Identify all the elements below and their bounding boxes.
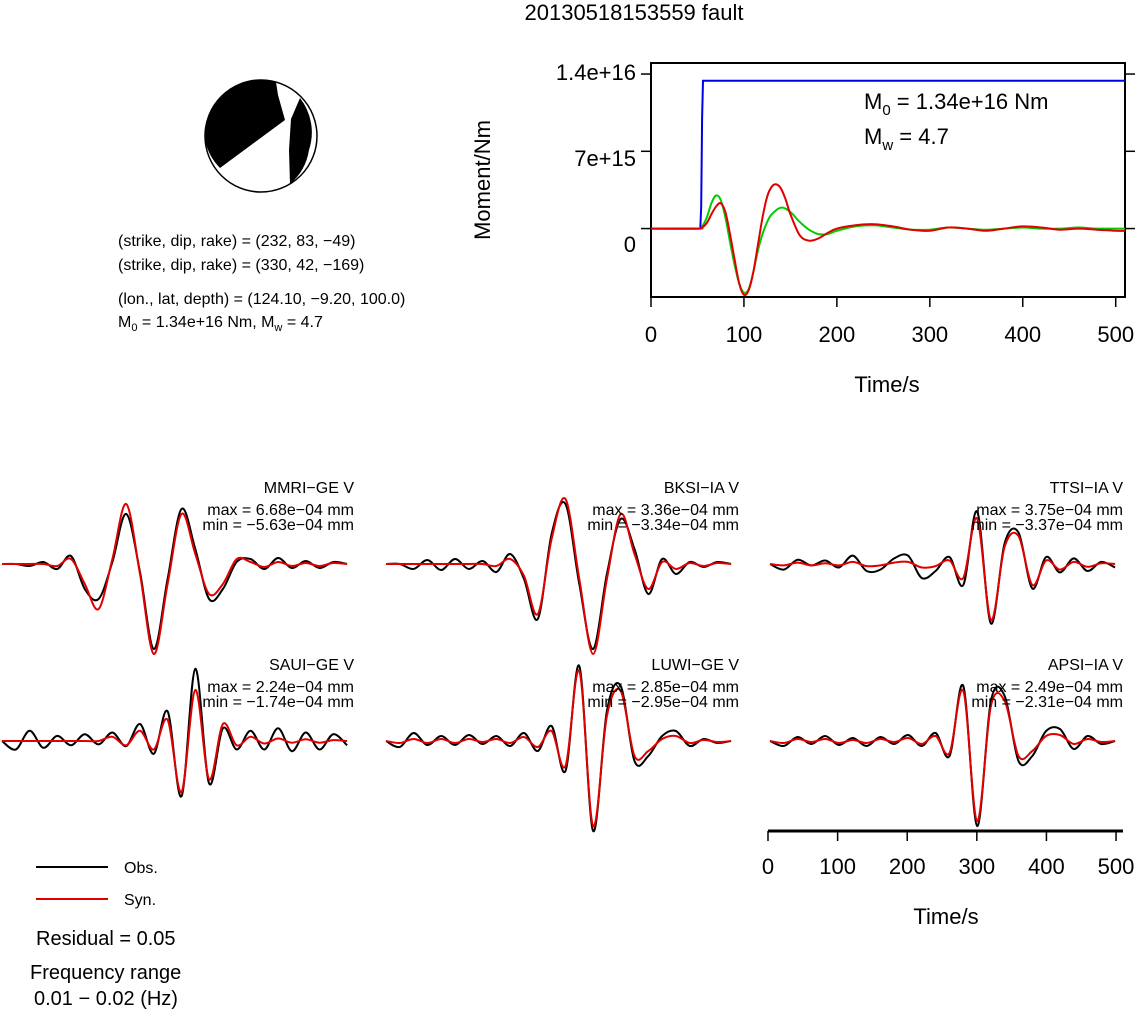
mechanism-line-3: (lon., lat, depth) = (124.10, −9.20, 100… [118,291,405,308]
waveform-traces [385,497,732,656]
waveform-traces [1,502,348,656]
station-min: min = −2.31e−04 mm [971,694,1123,711]
beachball-icon [204,79,318,193]
moment-annot-mw: Mw = 4.7 [864,124,949,154]
station-panel-ttsi: TTSI−IA V max = 3.75e−04 mm min = −3.37e… [769,480,1124,625]
synthetic-trace [769,517,1116,622]
station-min: min = −3.37e−04 mm [971,517,1123,534]
synthetic-trace [1,502,348,656]
moment-xtick-label: 0 [645,322,657,347]
waveform-xtick-label: 0 [762,854,774,879]
frequency-range-value: 0.01 − 0.02 (Hz) [34,988,178,1009]
observed-trace [769,510,1116,625]
station-name: LUWI−GE V [651,657,739,674]
mechanism-line-1: (strike, dip, rake) = (232, 83, −49) [118,233,355,250]
station-name: MMRI−GE V [264,480,355,497]
moment-rate-green-line [650,194,1125,294]
synthetic-trace [385,669,732,828]
waveform-axis-tick-labels: 0 100 200 300 400 500 [762,854,1135,879]
station-name: BKSI−IA V [664,480,739,497]
moment-xtick-label: 500 [1097,322,1134,347]
waveform-traces [769,683,1116,828]
moment-rate-red-line [650,183,1126,297]
moment-axis-ticks [641,73,1135,307]
station-min: min = −1.74e−04 mm [202,694,354,711]
moment-ytick-0: 1.4e+16 [556,60,636,85]
moment-xtick-labels: 0 100 200 300 400 500 [645,322,1134,347]
station-max: max = 2.85e−04 mm [592,679,739,696]
waveform-xtick-label: 200 [889,854,926,879]
moment-ylabel: Moment/Nm [470,120,495,240]
waveform-xtick-label: 300 [958,854,995,879]
station-max: max = 2.24e−04 mm [207,679,354,696]
station-panel-bksi: BKSI−IA V max = 3.36e−04 mm min = −3.34e… [385,480,739,656]
station-panel-saui: SAUI−GE V max = 2.24e−04 mm min = −1.74e… [1,657,354,798]
waveform-time-axis: 0 100 200 300 400 500 Time/s [762,829,1135,929]
waveform-traces [769,510,1116,625]
moment-xtick-label: 200 [819,322,856,347]
synthetic-trace [385,497,732,656]
station-min: min = −5.63e−04 mm [202,517,354,534]
station-name: TTSI−IA V [1050,480,1124,497]
figure-title: 20130518153559 fault [525,0,744,25]
observed-trace [385,664,732,833]
moment-annot-m0: M0 = 1.34e+16 Nm [864,89,1048,119]
mechanism-line-2: (strike, dip, rake) = (330, 42, −169) [118,257,364,274]
waveform-xtick-label: 500 [1098,854,1135,879]
moment-xtick-label: 300 [911,322,948,347]
waveform-xlabel: Time/s [913,904,978,929]
station-max: max = 3.36e−04 mm [592,502,739,519]
station-panel-luwi: LUWI−GE V max = 2.85e−04 mm min = −2.95e… [385,657,739,833]
moment-xtick-label: 400 [1004,322,1041,347]
waveform-traces [1,667,348,798]
waveform-xtick-label: 100 [819,854,856,879]
synthetic-trace [769,688,1116,823]
waveform-xtick-label: 400 [1028,854,1065,879]
moment-ytick-2: 0 [624,232,636,257]
mechanism-line-4: M0 = 1.34e+16 Nm, Mw = 4.7 [118,314,323,334]
synthetic-trace [2,688,348,794]
station-min: min = −3.34e−04 mm [587,517,739,534]
observed-trace [769,683,1116,828]
legend: Obs. Syn. Residual = 0.05 Frequency rang… [30,860,181,1009]
station-max: max = 3.75e−04 mm [976,502,1123,519]
moment-plot: 1.4e+16 7e+15 0 Moment/Nm 0 100 200 300 400 5… [470,60,1135,397]
legend-syn-label: Syn. [124,892,156,909]
station-name: SAUI−GE V [269,657,354,674]
station-name: APSI−IA V [1048,657,1123,674]
moment-xtick-label: 100 [726,322,763,347]
legend-obs-label: Obs. [124,860,158,877]
station-panel-apsi: APSI−IA V max = 2.49e−04 mm min = −2.31e… [769,657,1123,828]
waveform-traces [385,664,732,833]
frequency-range-title: Frequency range [30,962,181,984]
residual-text: Residual = 0.05 [36,928,176,950]
mechanism-info: (strike, dip, rake) = (232, 83, −49) (st… [118,233,405,334]
station-min: min = −2.95e−04 mm [587,694,739,711]
station-max: max = 6.68e−04 mm [207,502,354,519]
station-max: max = 2.49e−04 mm [976,679,1123,696]
station-panel-mmri: MMRI−GE V max = 6.68e−04 mm min = −5.63e… [1,480,355,656]
waveform-axis-ticks [767,831,1117,841]
moment-plot-frame [650,62,1126,298]
observed-trace [1,667,348,798]
moment-xlabel: Time/s [854,372,919,397]
moment-series [650,79,1126,297]
moment-ytick-1: 7e+15 [574,146,636,171]
